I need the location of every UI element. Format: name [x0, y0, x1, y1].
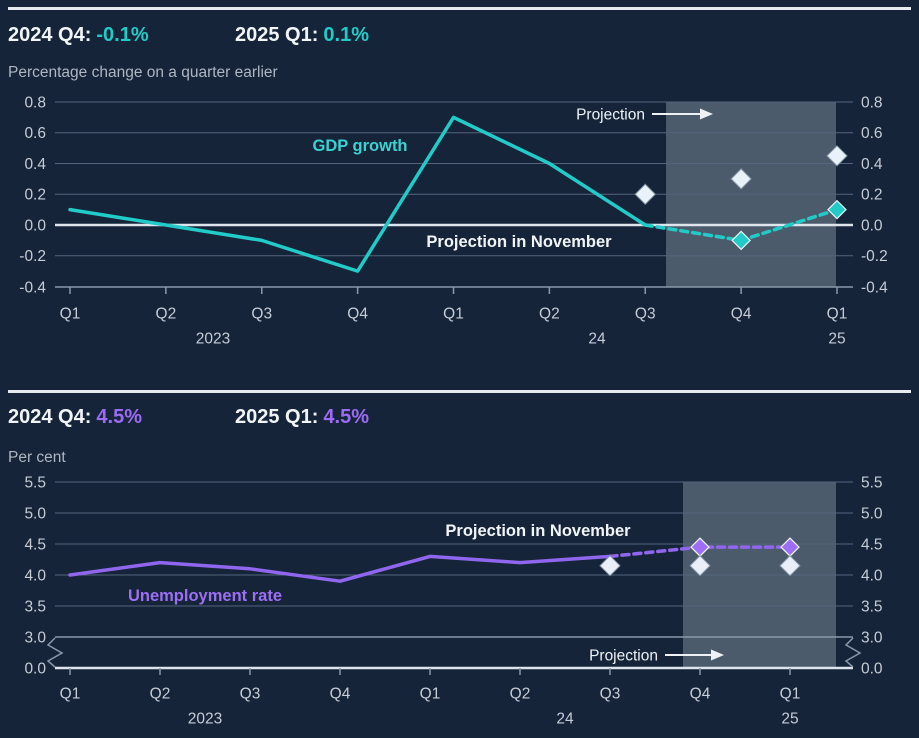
gdp-growth-label: GDP growth: [312, 137, 407, 155]
y-tick-label-left: 0.8: [24, 94, 46, 111]
y-tick-label-left: 5.5: [24, 474, 46, 491]
unemployment-q1-value: 4.5%: [323, 406, 369, 428]
y-tick-label-left: 4.0: [24, 567, 46, 584]
november-projection-marker: [779, 554, 801, 577]
x-tick-label: Q3: [251, 305, 272, 322]
y-tick-label-right: 4.0: [861, 567, 883, 584]
x-tick-label: Q1: [780, 685, 801, 702]
gdp-growth-line: [68, 115, 647, 273]
year-label: 2023: [196, 330, 230, 347]
x-tick-label: Q3: [240, 685, 261, 702]
x-tick-label: Q3: [635, 305, 656, 322]
november-projection-marker: [689, 554, 711, 577]
y-tick-label-left: 3.0: [24, 629, 46, 646]
y-tick-label-right: 0.6: [861, 125, 883, 142]
projection-marker: [731, 230, 751, 251]
november-projection-marker: [634, 183, 656, 205]
mid-separator: [8, 390, 911, 393]
unemployment-rate-line: [68, 554, 612, 583]
projection-in-november-label: Projection in November: [445, 522, 631, 540]
y-tick-label-left: 0.4: [24, 156, 46, 173]
x-tick-label: Q4: [690, 685, 711, 702]
y-tick-label-left: 3.5: [24, 598, 46, 615]
year-label: 2023: [188, 710, 222, 727]
y-tick-label-right: 5.5: [861, 474, 883, 491]
y-tick-label-left: 0.0: [24, 217, 46, 234]
y-tick-label-left: -0.4: [19, 279, 46, 296]
y-tick-label-right: 0.8: [861, 94, 883, 111]
x-tick-label: Q2: [156, 305, 177, 322]
year-label: 25: [781, 710, 798, 727]
x-tick-label: Q4: [731, 305, 752, 322]
unemployment-header-q4: 2024 Q4: 4.5%: [8, 406, 142, 429]
y-tick-label-right: 0.0: [861, 217, 883, 234]
unemployment-q1-label: 2025 Q1:: [235, 406, 319, 428]
year-label: 25: [828, 330, 845, 347]
november-projection-marker: [730, 168, 752, 190]
x-tick-label: Q1: [420, 685, 441, 702]
axis-break-squiggle: [46, 637, 64, 668]
unemployment-q4-label: 2024 Q4:: [8, 406, 92, 428]
gdp-q1-value: 0.1%: [323, 24, 369, 46]
gdp-header-q1: 2025 Q1: 0.1%: [235, 24, 369, 47]
november-projection-marker: [599, 554, 621, 577]
x-tick-label: Q1: [60, 685, 81, 702]
x-tick-label: Q2: [510, 685, 531, 702]
y-tick-label-left: -0.2: [19, 248, 46, 265]
projection-arrow-head: [711, 649, 724, 661]
axis-break-squiggle: [844, 637, 862, 668]
projection-in-november-label: Projection in November: [426, 233, 612, 251]
y-tick-label-right: 5.0: [861, 505, 883, 522]
y-tick-label-right: 0.4: [861, 156, 883, 173]
y-tick-label-left: 0.6: [24, 125, 46, 142]
x-tick-label: Q4: [347, 305, 368, 322]
gdp-q4-label: 2024 Q4:: [8, 24, 92, 46]
unemployment-rate-chart: 5.5 5.5 5.0 5.0 4.5 4.5 4.0 4.0 3.5 3.5 3.0 3.0 Q1 Q2…: [24, 474, 882, 727]
x-tick-label: Q2: [150, 685, 171, 702]
gdp-subtitle: Percentage change on a quarter earlier: [8, 64, 278, 81]
top-separator: [8, 7, 911, 10]
y-tick-label-right: 0.0: [861, 660, 883, 677]
unemployment-subtitle: Per cent: [8, 449, 66, 466]
projection-marker: [827, 199, 847, 220]
y-tick-label-left: 0.0: [24, 660, 46, 677]
y-tick-label-right: 3.5: [861, 598, 883, 615]
y-tick-label-right: -0.2: [861, 248, 888, 265]
y-tick-label-right: -0.4: [861, 279, 888, 296]
projection-arrow-label: Projection: [589, 647, 658, 664]
gdp-growth-chart: 0.8 0.8 0.6 0.6 0.4 0.4 0.2 0.2 0.0 0.0 -0.2 -0.2 -0…: [19, 94, 888, 347]
projection-arrow-label: Projection: [576, 106, 645, 123]
x-tick-label: Q1: [443, 305, 464, 322]
year-label: 24: [588, 330, 606, 347]
x-tick-label: Q3: [600, 685, 621, 702]
y-tick-label-left: 5.0: [24, 505, 46, 522]
y-tick-label-right: 0.2: [861, 187, 883, 204]
unemployment-q4-value: 4.5%: [96, 406, 142, 428]
x-tick-label: Q1: [827, 305, 848, 322]
unemployment-header-q1: 2025 Q1: 4.5%: [235, 406, 369, 429]
y-tick-label-right: 4.5: [861, 536, 883, 553]
projection-arrow-head: [700, 108, 713, 120]
y-tick-label-left: 4.5: [24, 536, 46, 553]
year-label: 24: [556, 710, 574, 727]
unemployment-rate-label: Unemployment rate: [128, 587, 282, 605]
gdp-q1-label: 2025 Q1:: [235, 24, 319, 46]
x-tick-label: Q4: [330, 685, 351, 702]
y-tick-label-right: 3.0: [861, 629, 883, 646]
gdp-header-q4: 2024 Q4: -0.1%: [8, 24, 149, 47]
x-tick-label: Q1: [60, 305, 81, 322]
gdp-q4-value: -0.1%: [96, 24, 149, 46]
x-tick-label: Q2: [539, 305, 560, 322]
y-tick-label-left: 0.2: [24, 187, 46, 204]
november-projection-marker: [826, 145, 848, 167]
